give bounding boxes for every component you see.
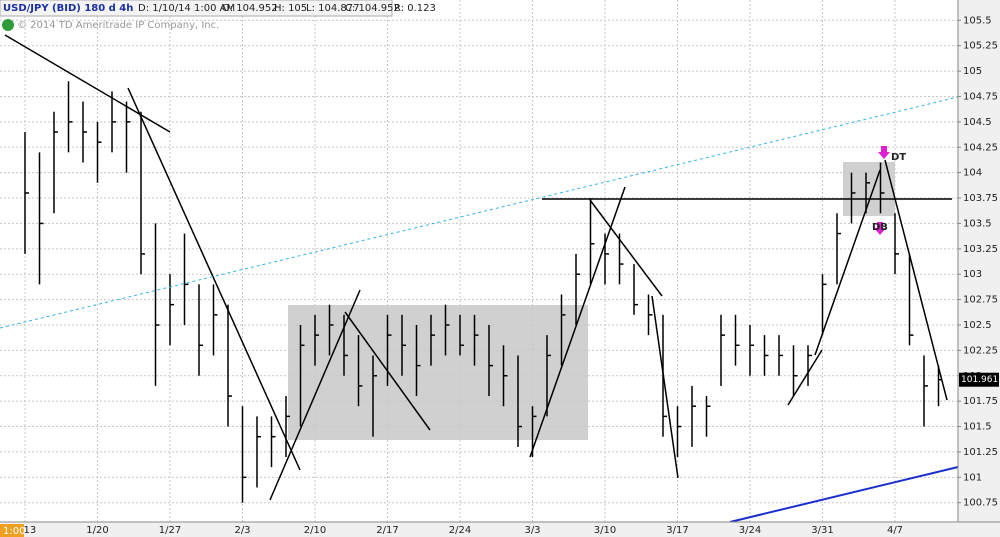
signal-arrow [874, 222, 886, 235]
support-line [729, 466, 959, 523]
time-badge-bg [0, 524, 24, 537]
y-tick-label: 101.75 [963, 396, 998, 407]
y-tick-label: 102.75 [963, 295, 998, 306]
trend-line [344, 311, 431, 431]
trend-line [651, 295, 679, 479]
range-box [288, 305, 588, 440]
last-price-tag [959, 372, 999, 387]
y-tick-label: 104 [963, 168, 982, 179]
trend-line [814, 169, 881, 356]
y-tick-label: 103 [963, 269, 982, 280]
header-open: O: 104.952 [222, 3, 278, 14]
sell-arrow [878, 146, 890, 159]
trend-line [269, 289, 361, 501]
time-badge: 1:00 [3, 526, 25, 537]
trend-line [787, 349, 823, 406]
x-tick-label: 1/13 [14, 525, 36, 536]
x-tick-label: 1/27 [159, 525, 181, 536]
trend-line [589, 199, 663, 297]
x-tick-label: 2/10 [304, 525, 326, 536]
price-bars [24, 81, 943, 503]
x-tick-label: 3/3 [524, 525, 540, 536]
annotation: DB [872, 222, 888, 233]
header-range: R: 0.123 [394, 3, 436, 14]
y-tick-label: 103.5 [963, 218, 992, 229]
y-tick-label: 103.75 [963, 193, 998, 204]
trend-line [884, 159, 948, 401]
symbol: USD/JPY (BID) 180 d 4h [3, 3, 133, 14]
header-high: H: 105 [274, 3, 307, 14]
trend-line [529, 186, 626, 458]
trend-line [127, 87, 301, 471]
y-tick-label: 101 [963, 472, 982, 483]
header-close: C: 104.952 [345, 3, 400, 14]
y-tick-label: 101.25 [963, 447, 998, 458]
y-tick-label: 105 [963, 66, 982, 77]
y-tick-label: 102.25 [963, 345, 998, 356]
channel-line [0, 96, 959, 329]
header-low: L: 104.877 [306, 3, 359, 14]
y-tick-label: 100.75 [963, 498, 998, 509]
x-tick-label: 3/24 [739, 525, 761, 536]
trend-lines [4, 34, 952, 501]
axes: 100.75101101.25101.5101.75102102.25102.5… [14, 15, 999, 536]
status-icon [2, 19, 14, 31]
y-tick-label: 104.75 [963, 91, 998, 102]
header-bar [0, 0, 393, 17]
header-date: D: 1/10/14 1:00 AM [138, 3, 235, 14]
x-tick-label: 3/31 [811, 525, 833, 536]
trend-line [4, 34, 171, 133]
y-tick-label: 104.25 [963, 142, 998, 153]
last-price-label: 101.961 [961, 375, 998, 385]
copyright: © 2014 TD Ameritrade IP Company, Inc. [17, 20, 219, 31]
y-tick-label: 101.5 [963, 422, 992, 433]
x-tick-label: 3/10 [594, 525, 616, 536]
x-tick-label: 2/3 [234, 525, 250, 536]
x-tick-label: 1/20 [86, 525, 108, 536]
annotation: DT [891, 152, 906, 163]
y-tick-label: 105.5 [963, 15, 992, 26]
x-tick-label: 2/24 [449, 525, 471, 536]
x-tick-label: 2/17 [376, 525, 398, 536]
y-tick-label: 104.5 [963, 117, 992, 128]
y-tick-label: 105.25 [963, 41, 998, 52]
y-tick-label: 103.25 [963, 244, 998, 255]
x-tick-label: 4/7 [887, 525, 903, 536]
y-axis-panel [958, 0, 1000, 537]
y-tick-label: 102.5 [963, 320, 992, 331]
x-axis-panel [0, 522, 1000, 537]
x-tick-label: 3/17 [666, 525, 688, 536]
